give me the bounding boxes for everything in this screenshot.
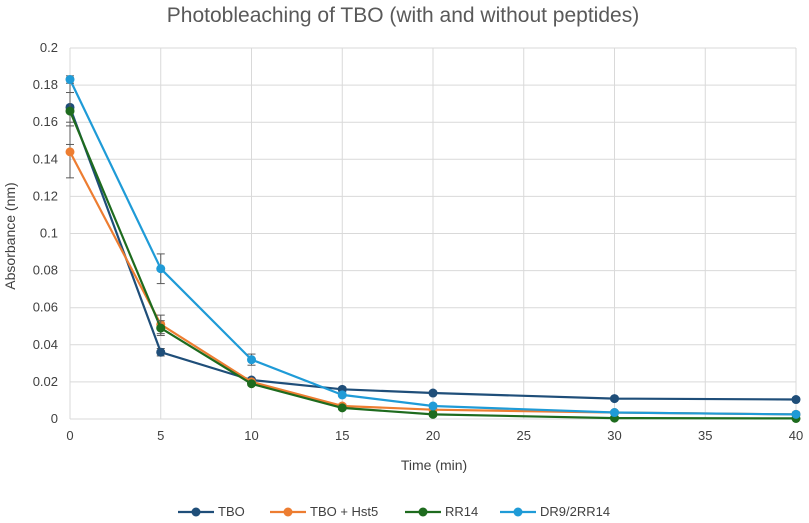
x-tick-label: 20: [426, 428, 440, 443]
data-point: [428, 409, 438, 419]
x-tick-label: 25: [517, 428, 531, 443]
y-tick-label: 0.06: [33, 300, 58, 315]
x-tick-label: 15: [335, 428, 349, 443]
x-axis-ticks: 0 5 10 15 20 25 30 35 40: [66, 428, 803, 443]
chart-title: Photobleaching of TBO (with and without …: [167, 4, 639, 27]
legend-marker: [283, 507, 293, 517]
x-axis-title: Time (min): [401, 457, 467, 473]
y-tick-label: 0.16: [33, 114, 58, 129]
x-tick-label: 10: [244, 428, 258, 443]
x-tick-label: 40: [789, 428, 803, 443]
y-tick-label: 0: [51, 411, 58, 426]
x-tick-label: 35: [698, 428, 712, 443]
data-point: [428, 401, 438, 411]
data-point: [791, 409, 801, 419]
data-point: [337, 390, 347, 400]
data-point: [156, 347, 166, 357]
legend-marker: [513, 507, 523, 517]
data-point: [65, 106, 75, 116]
y-axis-ticks: 0 0.02 0.04 0.06 0.08 0.1 0.12 0.14 0.16 0.18 0.2: [33, 40, 58, 426]
y-axis-title: Absorbance (nm): [2, 182, 18, 289]
legend-entry: RR14: [405, 504, 478, 519]
data-point: [156, 323, 166, 333]
legend-entry: TBO: [178, 504, 245, 519]
data-point: [247, 379, 256, 389]
legend: TBO TBO + Hst5 RR14 DR9/2RR14: [178, 504, 610, 519]
legend-label: TBO + Hst5: [310, 504, 378, 519]
legend-marker: [418, 507, 428, 517]
legend-label: RR14: [445, 504, 478, 519]
x-tick-label: 0: [66, 428, 73, 443]
y-tick-label: 0.14: [33, 151, 58, 166]
x-tick-label: 30: [607, 428, 621, 443]
legend-entry: TBO + Hst5: [270, 504, 378, 519]
x-tick-label: 5: [157, 428, 164, 443]
data-point: [791, 395, 801, 405]
series-tbo: [65, 92, 801, 405]
legend-label: DR9/2RR14: [540, 504, 610, 519]
data-point: [65, 75, 75, 85]
legend-marker: [191, 507, 201, 517]
y-tick-label: 0.18: [33, 77, 58, 92]
series-dr9-2rr14: [65, 75, 801, 419]
y-tick-label: 0.04: [33, 337, 58, 352]
data-point: [337, 403, 347, 413]
data-point: [610, 394, 619, 404]
data-point: [428, 388, 438, 398]
gridlines: [69, 47, 797, 420]
legend-label: TBO: [218, 504, 245, 519]
y-tick-label: 0.08: [33, 263, 58, 278]
data-point: [65, 147, 75, 157]
legend-entry: DR9/2RR14: [500, 504, 610, 519]
data-point: [247, 355, 256, 365]
y-tick-label: 0.12: [33, 188, 58, 203]
data-point: [610, 408, 619, 418]
y-tick-label: 0.1: [40, 226, 58, 241]
y-tick-label: 0.02: [33, 374, 58, 389]
y-tick-label: 0.2: [40, 40, 58, 55]
data-point: [156, 264, 166, 274]
series-group: [65, 75, 801, 423]
